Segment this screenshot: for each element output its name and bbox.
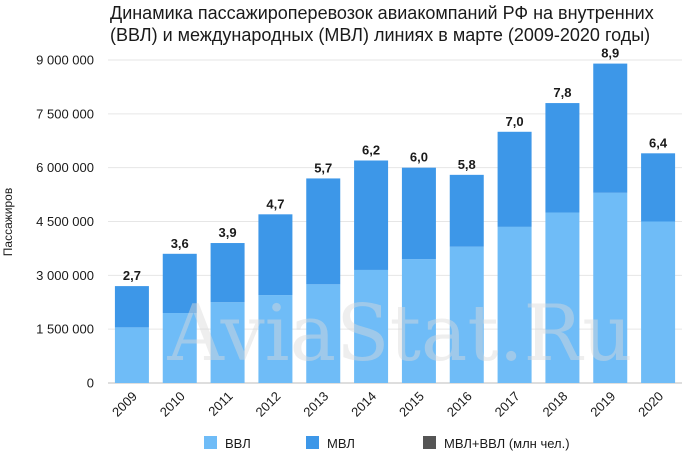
x-tick-label: 2020 bbox=[635, 389, 666, 420]
total-label: 8,9 bbox=[601, 46, 619, 61]
total-label: 5,7 bbox=[314, 160, 332, 175]
bar-mvl bbox=[162, 253, 197, 314]
gridlines bbox=[108, 59, 682, 384]
bar-vvl bbox=[162, 313, 197, 383]
x-tick-label: 2018 bbox=[539, 389, 570, 420]
bar-mvl bbox=[641, 153, 676, 222]
bar-vvl bbox=[401, 259, 436, 383]
legend-swatch bbox=[306, 436, 319, 449]
total-label: 4,7 bbox=[266, 196, 284, 211]
y-axis-label: Пассажиров bbox=[1, 188, 15, 256]
bar-mvl bbox=[210, 243, 245, 303]
bar-mvl bbox=[114, 286, 149, 328]
y-tick-label: 0 bbox=[87, 376, 94, 391]
legend: ВВЛ МВЛ МВЛ+ВВЛ (млн чел.) bbox=[204, 436, 570, 451]
watermark: AviaStat.Ru bbox=[166, 289, 632, 379]
x-tick-label: 2010 bbox=[157, 389, 188, 420]
data-labels: 2,7 3,6 3,9 4,7 5,7 6,2 6,0 5,8 7,0 7,8 8,9 6,4 bbox=[123, 46, 668, 284]
total-label: 3,6 bbox=[171, 236, 189, 251]
total-label: 5,8 bbox=[458, 157, 476, 172]
y-tick-label: 7 500 000 bbox=[36, 106, 94, 121]
total-label: 6,4 bbox=[649, 135, 668, 150]
bar-mvl bbox=[401, 167, 436, 260]
total-label: 3,9 bbox=[219, 225, 237, 240]
x-tick-label: 2017 bbox=[492, 389, 523, 420]
x-tick-label: 2013 bbox=[300, 389, 331, 420]
bar-mvl bbox=[593, 63, 628, 193]
x-tick-label: 2011 bbox=[205, 389, 235, 419]
bar-vvl bbox=[210, 302, 245, 383]
total-label: 6,2 bbox=[362, 142, 380, 157]
x-axis-ticks: 2009 2010 2011 2012 2013 2014 2015 2016 2017 2018… bbox=[109, 389, 666, 420]
bar-mvl bbox=[449, 174, 484, 247]
y-tick-label: 3 000 000 bbox=[36, 268, 94, 283]
total-label: 7,0 bbox=[506, 114, 524, 129]
bars bbox=[114, 63, 676, 383]
x-tick-label: 2014 bbox=[348, 389, 379, 420]
bar-mvl bbox=[497, 131, 532, 227]
bar-vvl bbox=[545, 212, 580, 383]
legend-swatch bbox=[423, 436, 436, 449]
total-label: 2,7 bbox=[123, 268, 141, 283]
legend-label: МВЛ bbox=[327, 436, 355, 451]
bar-vvl bbox=[306, 284, 341, 383]
y-tick-label: 1 500 000 bbox=[36, 322, 94, 337]
y-tick-label: 9 000 000 bbox=[36, 53, 94, 68]
y-tick-label: 6 000 000 bbox=[36, 160, 94, 175]
bar-vvl bbox=[354, 269, 389, 383]
x-tick-label: 2009 bbox=[109, 389, 140, 420]
legend-label: ВВЛ bbox=[225, 436, 251, 451]
x-tick-label: 2015 bbox=[396, 389, 427, 420]
total-label: 7,8 bbox=[553, 85, 571, 100]
bar-vvl bbox=[258, 295, 293, 383]
legend-swatch bbox=[204, 436, 217, 449]
bar-vvl bbox=[497, 226, 532, 383]
bar-mvl bbox=[354, 160, 389, 270]
legend-label: МВЛ+ВВЛ (млн чел.) bbox=[444, 436, 570, 451]
bar-vvl bbox=[593, 192, 628, 383]
x-tick-label: 2016 bbox=[444, 389, 475, 420]
bar-vvl bbox=[114, 327, 149, 383]
y-tick-label: 4 500 000 bbox=[36, 214, 94, 229]
total-label: 6,0 bbox=[410, 150, 428, 165]
x-tick-label: 2012 bbox=[252, 389, 283, 420]
chart-title: Динамика пассажироперевозок авиакомпаний… bbox=[110, 3, 654, 45]
bar-vvl bbox=[449, 246, 484, 383]
bar-vvl bbox=[641, 221, 676, 383]
bar-mvl bbox=[545, 103, 580, 213]
bar-mvl bbox=[306, 178, 341, 285]
x-tick-label: 2019 bbox=[587, 389, 618, 420]
y-axis-ticks: 0 1 500 000 3 000 000 4 500 000 6 000 000 7 5… bbox=[36, 53, 94, 391]
bar-mvl bbox=[258, 214, 293, 296]
